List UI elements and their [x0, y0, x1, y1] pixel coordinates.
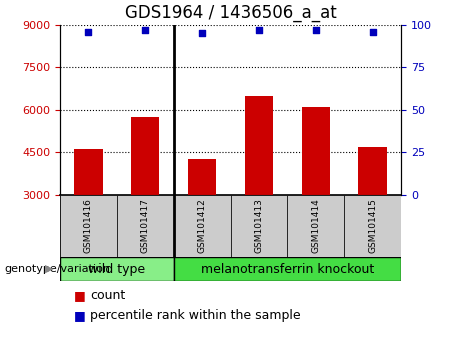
Bar	[344, 195, 401, 257]
Text: percentile rank within the sample: percentile rank within the sample	[90, 309, 301, 321]
Text: ■: ■	[74, 309, 85, 321]
Bar	[188, 159, 216, 195]
Text: GSM101414: GSM101414	[311, 198, 320, 253]
Bar	[117, 195, 174, 257]
Bar	[287, 195, 344, 257]
Text: wild type: wild type	[88, 263, 145, 275]
Text: ■: ■	[74, 289, 85, 302]
Bar	[60, 257, 174, 281]
Text: genotype/variation: genotype/variation	[5, 264, 111, 274]
Bar	[358, 147, 387, 195]
Point	[198, 30, 206, 36]
Text: GSM101416: GSM101416	[84, 198, 93, 253]
Bar	[131, 117, 160, 195]
Bar	[60, 195, 117, 257]
Point	[312, 27, 319, 33]
Bar	[174, 257, 401, 281]
Text: GSM101412: GSM101412	[198, 198, 207, 253]
Bar	[301, 107, 330, 195]
Bar	[74, 149, 102, 195]
Bar	[245, 96, 273, 195]
Point	[369, 29, 376, 34]
Bar	[230, 195, 287, 257]
Text: GSM101415: GSM101415	[368, 198, 377, 253]
Text: count: count	[90, 289, 125, 302]
Bar	[174, 195, 230, 257]
Text: GSM101413: GSM101413	[254, 198, 263, 253]
Point	[85, 29, 92, 34]
Title: GDS1964 / 1436506_a_at: GDS1964 / 1436506_a_at	[124, 4, 337, 22]
Point	[255, 27, 263, 33]
Text: GSM101417: GSM101417	[141, 198, 150, 253]
Text: ▶: ▶	[45, 264, 53, 274]
Point	[142, 27, 149, 33]
Text: melanotransferrin knockout: melanotransferrin knockout	[201, 263, 374, 275]
